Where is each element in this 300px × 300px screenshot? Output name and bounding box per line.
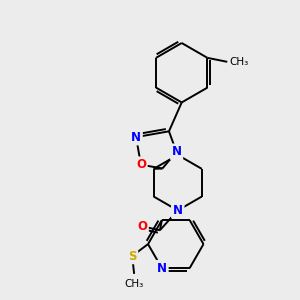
Text: N: N xyxy=(131,130,141,144)
Text: O: O xyxy=(137,220,147,233)
Text: N: N xyxy=(173,204,183,217)
Text: N: N xyxy=(157,262,167,275)
Text: N: N xyxy=(171,145,182,158)
Text: CH₃: CH₃ xyxy=(229,57,248,67)
Text: O: O xyxy=(136,158,146,171)
Text: S: S xyxy=(128,250,136,262)
Text: CH₃: CH₃ xyxy=(124,279,144,289)
